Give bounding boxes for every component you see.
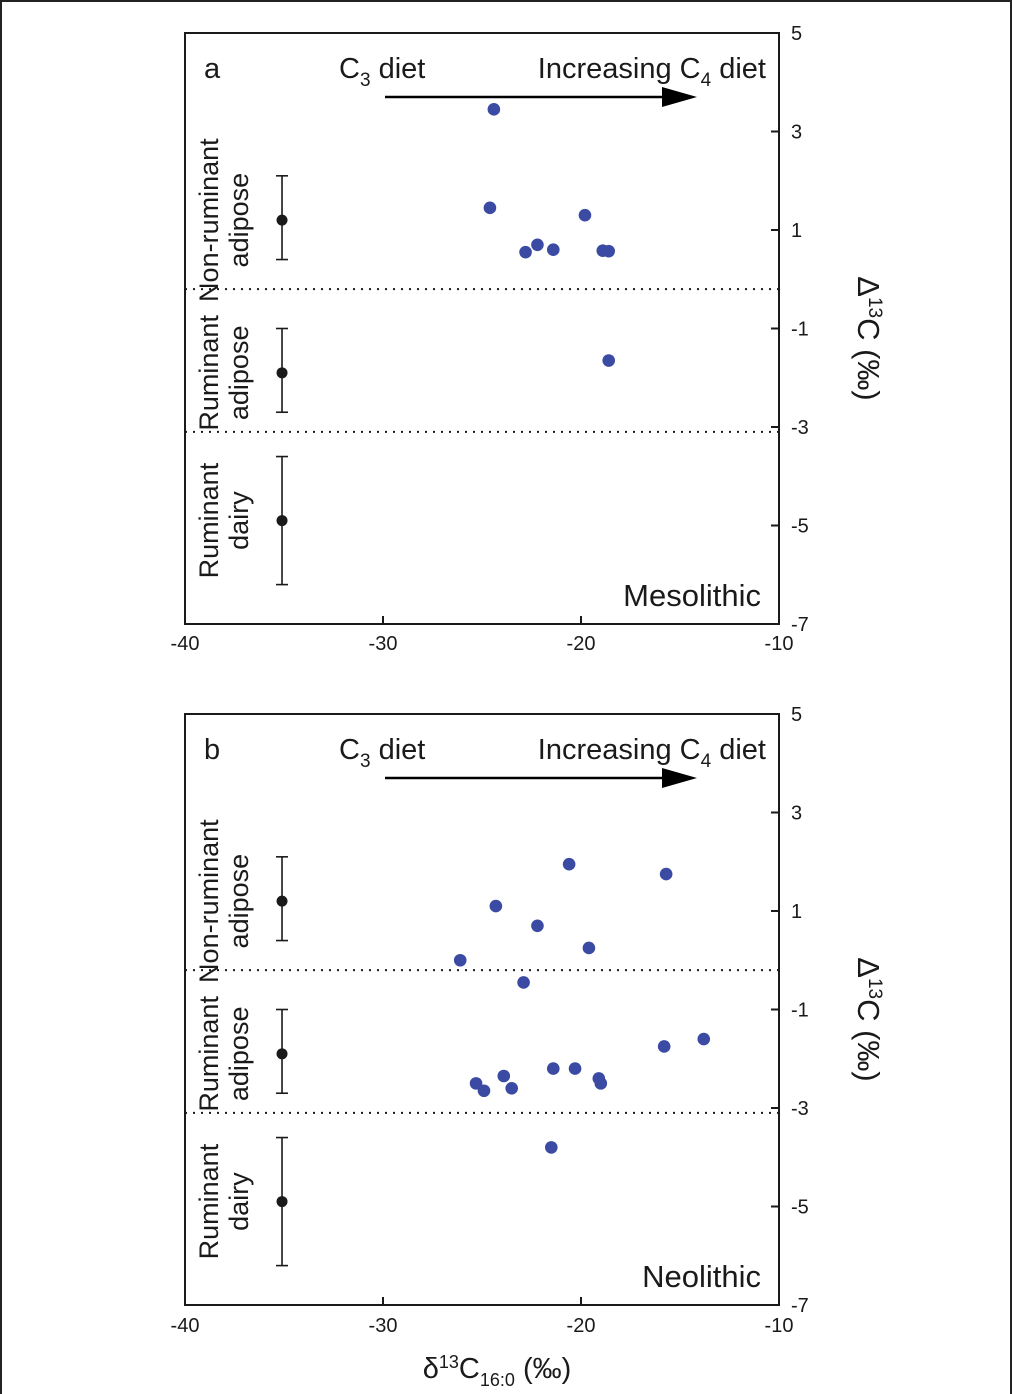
- data-point: [531, 919, 544, 933]
- reference-range-label: Ruminantadipose: [194, 996, 254, 1112]
- reference-range-1: Ruminantadipose: [194, 315, 289, 431]
- data-point: [469, 1077, 483, 1090]
- data-point: [545, 1141, 558, 1154]
- data-point: [453, 953, 467, 967]
- period-label: Mesolithic: [623, 578, 761, 613]
- y-tick-label: -5: [791, 516, 809, 538]
- x-tick-label: -30: [369, 1315, 398, 1337]
- x-tick-label: -20: [567, 633, 596, 655]
- y-tick-label: -3: [791, 1098, 809, 1120]
- period-label: Neolithic: [642, 1259, 761, 1294]
- y-tick-label: 5: [791, 704, 802, 726]
- data-point: [602, 244, 616, 258]
- x-tick-label: -10: [765, 633, 794, 655]
- x-tick-label: -10: [765, 1315, 794, 1337]
- data-point: [497, 1069, 511, 1083]
- data-point: [602, 354, 616, 367]
- y-tick-label: -1: [791, 319, 809, 341]
- data-point: [477, 1084, 491, 1098]
- c4-diet-label: Increasing C4 diet: [538, 53, 766, 91]
- reference-range-label: Ruminantdairy: [194, 462, 254, 578]
- diet-annotation: C3 diet Increasing C4 diet: [339, 53, 766, 107]
- panel-letter: a: [204, 53, 221, 85]
- reference-range-label: Non-ruminantadipose: [194, 819, 254, 983]
- reference-range-label: Ruminantdairy: [194, 1143, 254, 1259]
- range-mean-point: [276, 895, 288, 907]
- data-point: [697, 1032, 711, 1046]
- y-tick-label: -7: [791, 614, 809, 636]
- y-tick-label: -7: [791, 1295, 809, 1317]
- panel-letter: b: [204, 734, 220, 766]
- reference-range-0: Non-ruminantadipose: [194, 819, 289, 983]
- reference-range-0: Non-ruminantadipose: [194, 138, 289, 302]
- data-point: [546, 1062, 560, 1075]
- diet-arrow-head: [662, 87, 697, 107]
- c3-diet-label: C3 diet: [339, 734, 425, 772]
- plot-area-frame: [184, 32, 780, 625]
- data-point: [517, 976, 530, 989]
- y-tick-label: -1: [791, 1000, 809, 1022]
- plot-area-frame: [184, 713, 780, 1306]
- c3-diet-label: C3 diet: [339, 53, 425, 91]
- range-mean-point: [276, 214, 288, 226]
- y-tick-label: 1: [791, 901, 802, 923]
- data-point: [505, 1082, 518, 1095]
- c4-diet-label: Increasing C4 diet: [538, 734, 766, 772]
- data-point: [487, 103, 501, 116]
- y-tick-label: 3: [791, 803, 802, 825]
- x-axis-title: δ13C16:0 (‰): [423, 1352, 572, 1390]
- x-tick-label: -20: [567, 1315, 596, 1337]
- diet-annotation: C3 diet Increasing C4 diet: [339, 734, 766, 788]
- range-mean-point: [276, 1048, 288, 1060]
- range-mean-point: [276, 367, 288, 379]
- y-tick-label: 1: [791, 220, 802, 242]
- reference-range-2: Ruminantdairy: [194, 1136, 289, 1267]
- x-tick-label: -40: [171, 633, 200, 655]
- data-point: [582, 941, 596, 955]
- reference-range-2: Ruminantdairy: [194, 455, 289, 586]
- data-points-series: [483, 103, 616, 367]
- data-point: [578, 208, 592, 222]
- y-axis-title: Δ13C (‰): [851, 957, 886, 1082]
- range-mean-point: [276, 1196, 288, 1208]
- data-point: [568, 1062, 582, 1075]
- x-tick-label: -30: [369, 633, 398, 655]
- range-mean-point: [276, 515, 288, 527]
- data-point: [483, 201, 497, 215]
- data-point: [562, 857, 576, 871]
- y-tick-label: -5: [791, 1197, 809, 1219]
- reference-range-label: Ruminantadipose: [194, 315, 254, 431]
- y-tick-label: -3: [791, 417, 809, 439]
- x-tick-label: -40: [171, 1315, 200, 1337]
- panel-b-neolithic: -40 -30 -20 -10 5 3 1 -1 -3 -5 -7 Non-ruminantadipo…: [171, 704, 886, 1337]
- data-point: [489, 899, 503, 913]
- y-tick-label: 3: [791, 122, 802, 144]
- data-point: [531, 238, 544, 252]
- data-points-series: [453, 857, 711, 1154]
- data-point: [594, 1077, 608, 1090]
- diet-arrow-head: [662, 768, 697, 788]
- data-point: [657, 1040, 671, 1053]
- data-point: [659, 867, 673, 881]
- panel-a-mesolithic: -40 -30 -20 -10 5 3 1 -1 -3 -5 -7 Non-ruminantadipo…: [171, 23, 886, 655]
- y-tick-label: 5: [791, 23, 802, 45]
- data-point: [519, 245, 532, 259]
- reference-range-1: Ruminantadipose: [194, 996, 289, 1112]
- data-point: [546, 243, 560, 256]
- y-axis-title: Δ13C (‰): [851, 276, 886, 401]
- reference-range-label: Non-ruminantadipose: [194, 138, 254, 302]
